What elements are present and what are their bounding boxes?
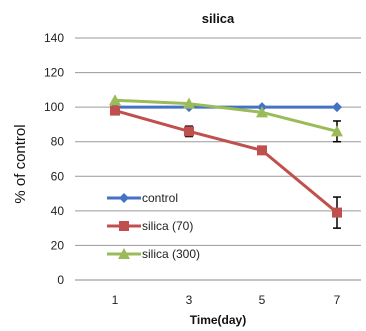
triangle-marker [331, 125, 343, 137]
square-marker [257, 145, 267, 156]
series-group [110, 105, 342, 229]
diamond-marker [119, 193, 129, 203]
y-tick-label: 40 [51, 204, 65, 218]
series-layer [109, 94, 343, 229]
y-tick-label: 60 [51, 169, 65, 183]
gridlines [75, 37, 361, 281]
triangle-marker [118, 248, 130, 259]
square-marker [184, 126, 194, 137]
x-tick-label: 7 [334, 293, 341, 307]
x-tick-label: 3 [186, 293, 193, 307]
x-axis-label: Time(day) [190, 313, 246, 327]
legend-item: silica (300) [107, 247, 200, 261]
series-line [114, 109, 338, 214]
square-marker [119, 221, 129, 231]
series-line [114, 98, 338, 133]
x-axis-ticks: 1 3 5 7 [112, 293, 341, 307]
chart-title: silica [202, 11, 235, 26]
legend-item: silica (70) [107, 219, 193, 233]
y-tick-label: 120 [44, 66, 64, 80]
x-tick-label: 5 [259, 293, 266, 307]
triangle-marker [109, 94, 121, 106]
legend-label: silica (70) [142, 219, 193, 233]
y-axis-label: % of control [12, 124, 29, 203]
square-marker [110, 105, 120, 116]
x-tick-label: 1 [112, 293, 119, 307]
y-tick-label: 80 [51, 135, 65, 149]
diamond-marker [332, 102, 342, 113]
y-tick-label: 100 [44, 100, 64, 114]
legend-label: silica (300) [142, 247, 200, 261]
legend: control silica (70) silica (300) [107, 191, 200, 261]
y-tick-label: 20 [51, 238, 65, 252]
y-axis-ticks: 0 20 40 60 80 100 120 140 [44, 31, 64, 287]
series-group [109, 94, 343, 143]
y-tick-label: 140 [44, 31, 64, 45]
triangle-marker [256, 106, 268, 118]
square-marker [332, 207, 342, 218]
y-tick-label: 0 [57, 273, 64, 287]
legend-label: control [142, 191, 178, 205]
triangle-marker [183, 97, 195, 109]
legend-item: control [107, 191, 178, 205]
